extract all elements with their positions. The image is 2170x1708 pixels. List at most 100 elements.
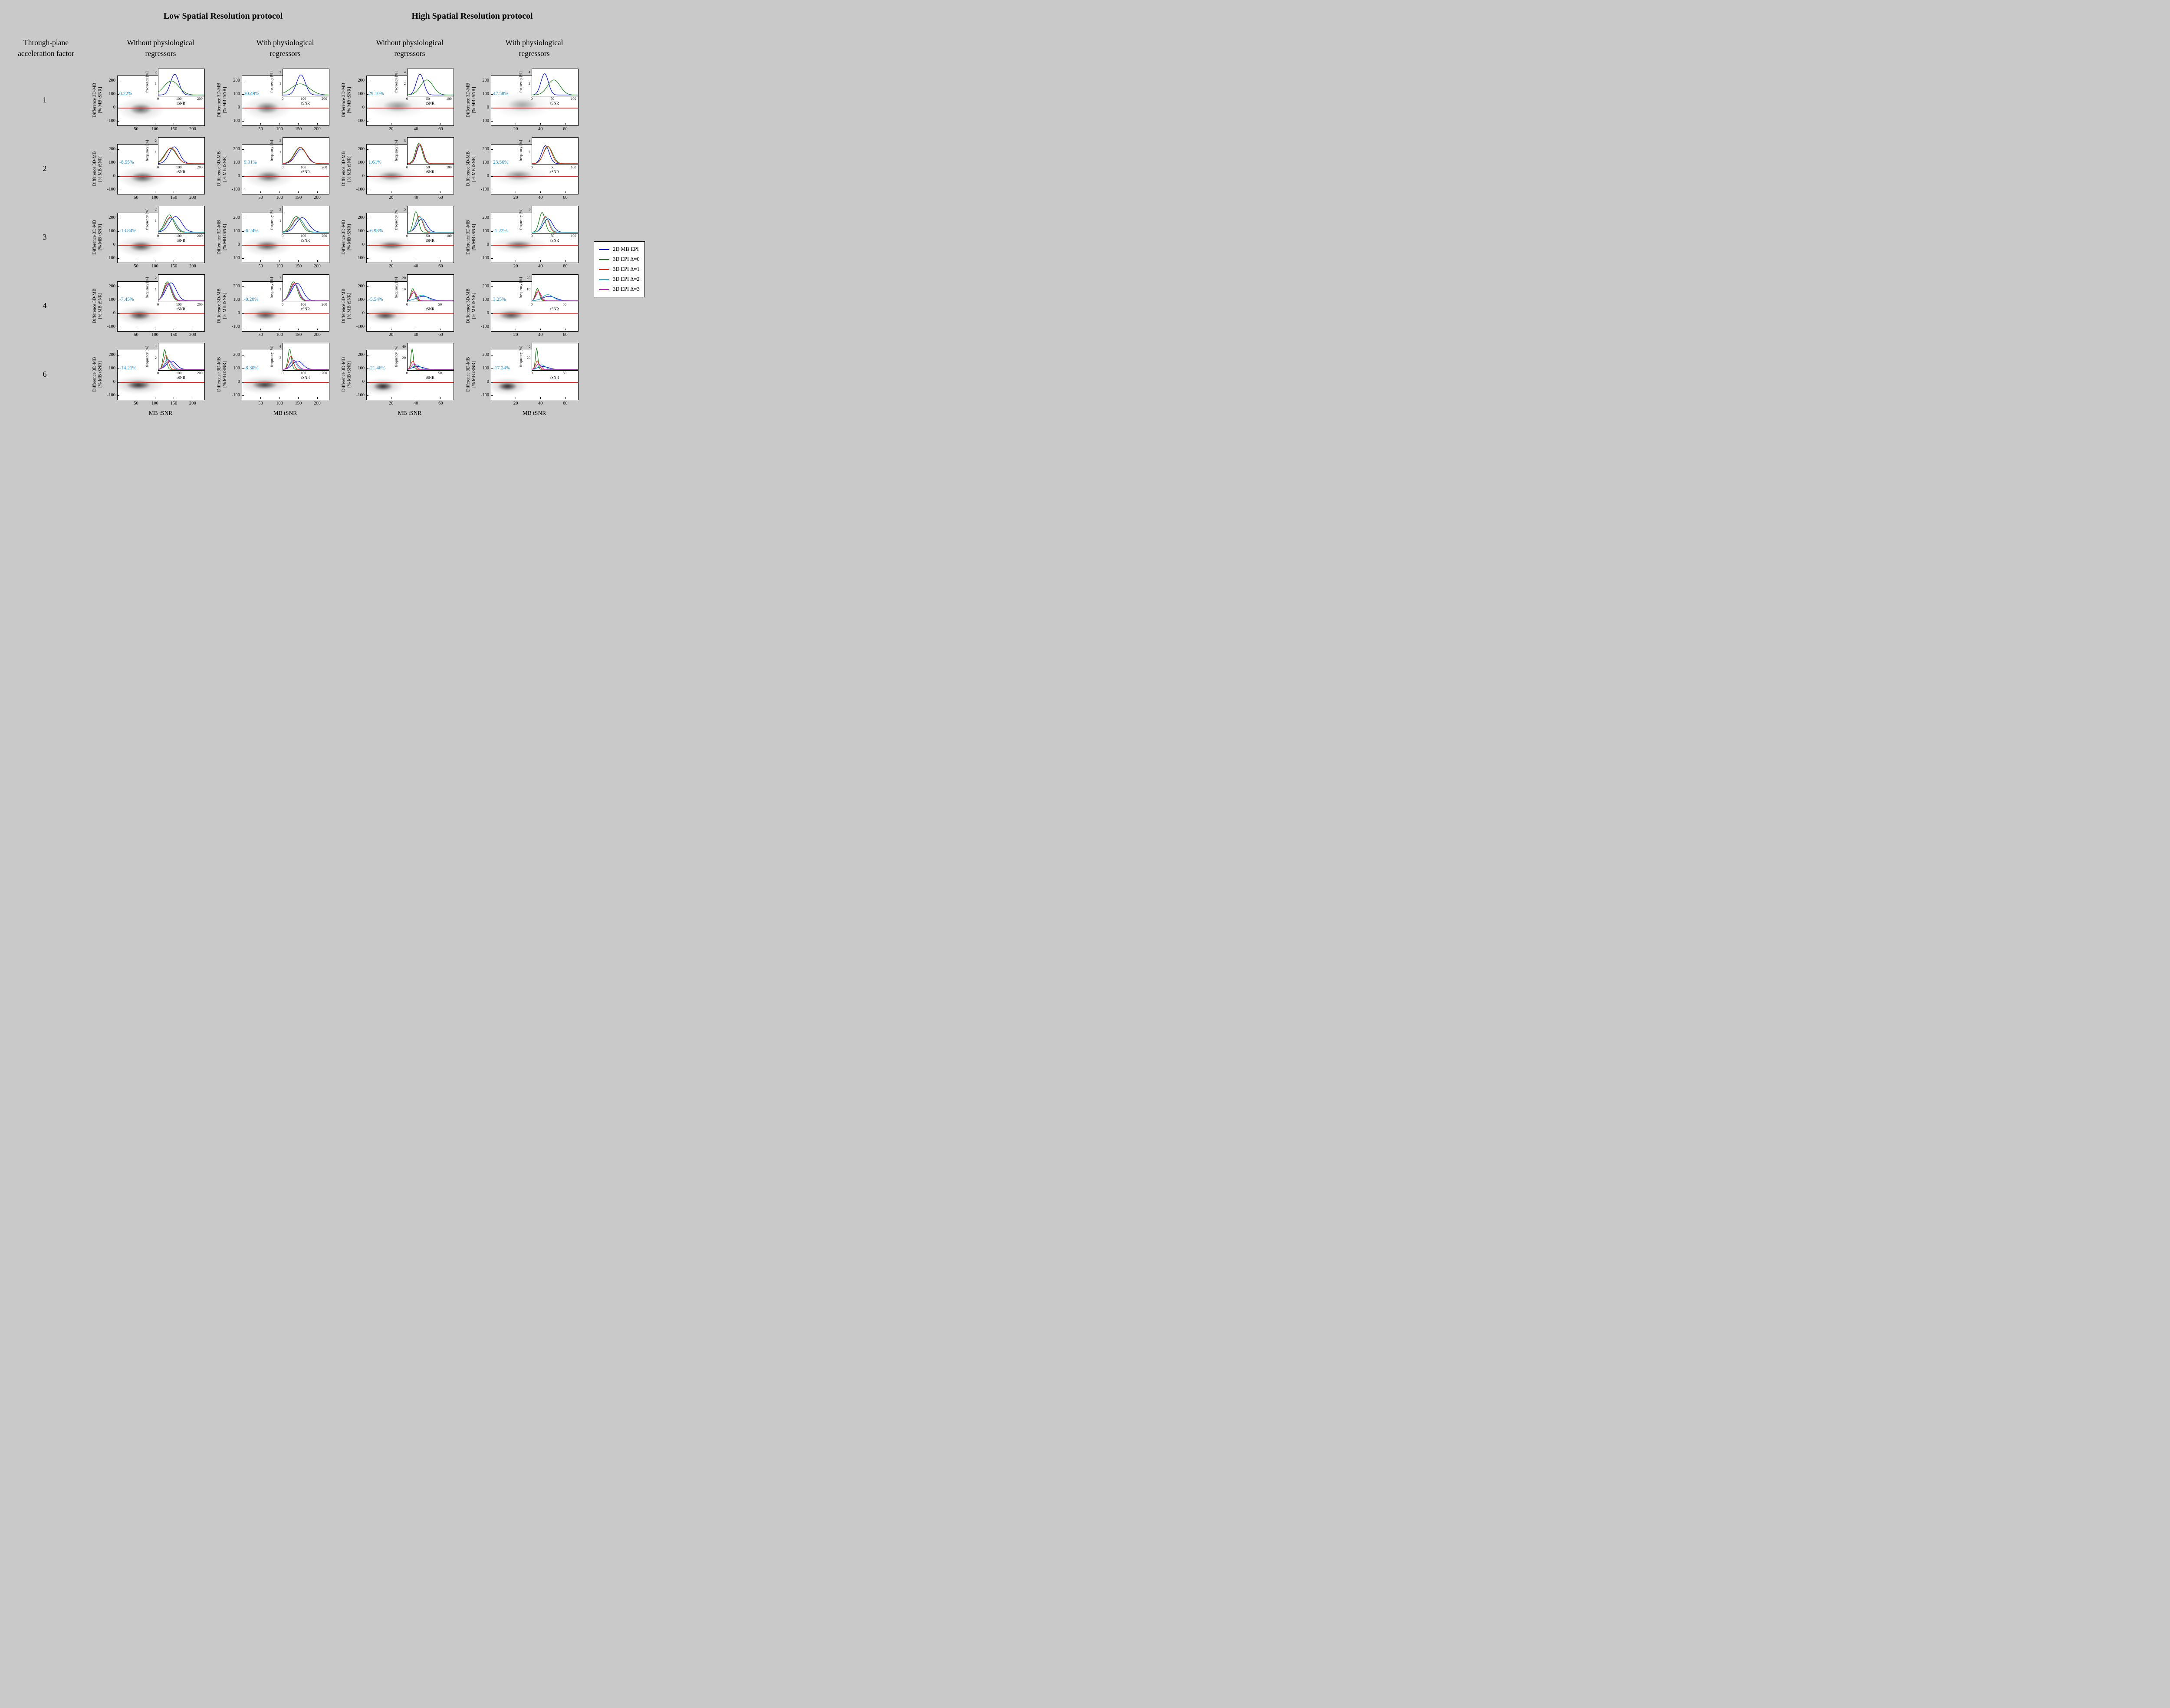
inset-histogram — [283, 69, 329, 96]
inset-y-axis-label: frequency [%] — [269, 277, 274, 299]
group-title-low-res: Low Spatial Resolution protocol — [163, 11, 283, 21]
inset-x-tick-label: 50 — [562, 371, 566, 375]
x-tick-label: 60 — [563, 401, 568, 406]
mean-difference-annotation: -21.46% — [368, 365, 386, 371]
y-tick-label: -100 — [480, 118, 489, 123]
x-tick-label: 40 — [538, 332, 543, 337]
inset-curve-3D EPI Δ=0 — [283, 83, 329, 95]
y-tick-label: 200 — [233, 147, 240, 152]
panel-r2-c4: Difference 3D-MB [% MB tSNR] 23.56% 200 100 0… — [460, 134, 585, 202]
y-axis-label: Difference 3D-MB [% MB tSNR] — [92, 289, 102, 323]
zero-reference-line — [491, 107, 578, 109]
y-tick-label: 0 — [113, 105, 115, 110]
inset-y-axis-label: frequency [%] — [145, 140, 149, 161]
legend: 2D MB EPI 3D EPI Δ=0 3D EPI Δ=1 3D EPI Δ=2 3… — [594, 241, 645, 297]
x-tick-label: 150 — [170, 195, 178, 200]
density-core — [376, 98, 419, 114]
zero-reference-line — [367, 382, 454, 383]
x-tick-label: 40 — [538, 264, 543, 269]
inset-y-tick-label: 2 — [528, 150, 530, 155]
inset-y-tick-label: 4 — [404, 70, 406, 75]
mean-difference-annotation: -6.24% — [244, 228, 259, 234]
legend-item-label: 3D EPI Δ=1 — [613, 266, 640, 272]
inset-y-axis-label: frequency [%] — [518, 346, 523, 367]
inset-x-axis-label: tSNR — [425, 170, 434, 174]
inset-x-tick-label: 100 — [300, 165, 306, 169]
legend-line-swatch — [599, 269, 609, 270]
inset-curve-3D EPI Δ=3 — [158, 283, 204, 301]
x-tick-label: 100 — [276, 332, 283, 337]
density-core — [124, 240, 158, 253]
y-tick-label: 0 — [362, 242, 365, 247]
inset-y-tick-label: 40 — [526, 344, 531, 349]
y-tick-label: 200 — [482, 215, 489, 220]
column-header-line1: With physiological — [505, 38, 563, 47]
inset-histogram — [532, 343, 579, 371]
y-tick-label: 200 — [358, 352, 365, 358]
y-tick-label: 100 — [482, 92, 489, 97]
zero-reference-line — [118, 382, 204, 383]
inset-y-tick-label: 4 — [155, 344, 157, 349]
inset-y-tick-label: 20 — [402, 355, 406, 360]
inset-curves — [532, 73, 578, 95]
inset-x-tick-label: 0 — [157, 96, 159, 101]
inset-histogram — [407, 137, 454, 165]
inset-x-axis-label: tSNR — [550, 375, 559, 380]
x-tick-label: 100 — [276, 127, 283, 132]
x-tick-label: 40 — [414, 401, 418, 406]
x-tick-label: 100 — [276, 195, 283, 200]
y-tick-label: 100 — [233, 229, 240, 234]
y-tick-label: 200 — [108, 78, 115, 83]
x-tick-label: 20 — [388, 332, 394, 337]
y-tick-label: 0 — [113, 242, 115, 247]
y-tick-label: -100 — [231, 118, 240, 123]
x-tick-label: 20 — [513, 195, 518, 200]
inset-curve-3D EPI Δ=3 — [283, 360, 329, 370]
x-tick-label: 40 — [538, 127, 543, 132]
panel-r3-c2: Difference 3D-MB [% MB tSNR] -6.24% 200 100 0… — [211, 202, 336, 271]
x-tick-label: 150 — [295, 332, 302, 337]
inset-y-axis-label: frequency [%] — [518, 71, 523, 93]
inset-y-tick-label: 4 — [528, 70, 530, 75]
inset-x-tick-label: 100 — [176, 96, 182, 101]
mean-difference-annotation: -1.22% — [493, 228, 508, 234]
x-tick-label: 20 — [513, 401, 518, 406]
inset-curve-3D EPI Δ=0 — [283, 216, 329, 233]
row-factor-label-2: 2 — [43, 164, 47, 173]
inset-x-tick-label: 0 — [530, 234, 533, 238]
inset-y-tick-label: 2 — [155, 138, 157, 143]
inset-histogram — [407, 69, 454, 96]
inset-curve-3D EPI Δ=0 — [408, 211, 454, 233]
inset-x-tick-label: 100 — [176, 165, 182, 169]
y-tick-label: 100 — [482, 160, 489, 165]
panel-r5-c2: Difference 3D-MB [% MB tSNR] -8.30% 200 100 0… — [211, 339, 336, 408]
y-tick-label: 200 — [358, 215, 365, 220]
legend-item: 3D EPI Δ=1 — [599, 266, 640, 273]
density-core — [493, 309, 529, 321]
y-tick-label: 200 — [108, 147, 115, 152]
column-header-1: Without physiological regressors — [99, 37, 223, 59]
y-tick-label: -100 — [356, 187, 365, 192]
x-tick-label: 50 — [258, 332, 263, 337]
inset-x-tick-label: 0 — [157, 371, 159, 375]
inset-y-tick-label: 1 — [279, 287, 281, 292]
inset-histogram — [158, 274, 205, 302]
inset-x-tick-label: 200 — [321, 371, 327, 375]
y-axis-label: Difference 3D-MB [% MB tSNR] — [466, 83, 476, 118]
column-header-line1: Without physiological — [127, 38, 194, 47]
y-tick-label: 0 — [487, 379, 489, 384]
inset-x-tick-label: 0 — [406, 371, 408, 375]
x-tick-label: 150 — [295, 127, 302, 132]
x-tick-label: 100 — [151, 127, 158, 132]
y-tick-label: -100 — [231, 324, 240, 329]
inset-curve-3D EPI Δ=2 — [158, 218, 204, 233]
inset-curve-3D EPI Δ=3 — [158, 360, 204, 370]
inset-curves — [532, 288, 578, 301]
inset-curve-3D EPI Δ=3 — [408, 291, 454, 301]
zero-reference-line — [242, 107, 329, 109]
inset-y-tick-label: 20 — [526, 355, 531, 360]
mean-difference-annotation: 23.56% — [493, 160, 509, 165]
y-axis-label: Difference 3D-MB [% MB tSNR] — [341, 220, 352, 255]
inset-x-tick-label: 50 — [550, 165, 555, 169]
inset-curve-3D EPI Δ=2 — [283, 217, 329, 233]
